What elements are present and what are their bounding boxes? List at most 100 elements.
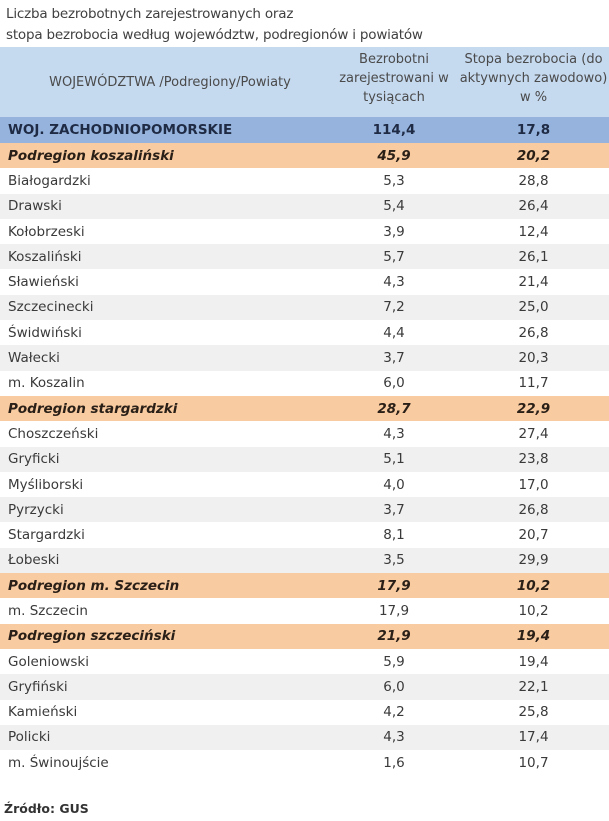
cell-rate: 10,2 bbox=[518, 602, 549, 619]
cell-name: Drawski bbox=[8, 198, 62, 215]
cell-unemployed: 5,7 bbox=[383, 248, 405, 265]
cell-name: m. Szczecin bbox=[8, 602, 88, 619]
cell-name: Gryfiński bbox=[8, 678, 68, 695]
cell-unemployed: 6,0 bbox=[383, 678, 405, 695]
cell-name: Choszczeński bbox=[8, 425, 99, 442]
cell-rate: 21,4 bbox=[518, 274, 549, 291]
cell-rate: 17,4 bbox=[518, 729, 549, 746]
cell-unemployed: 1,6 bbox=[383, 754, 405, 771]
cell-unemployed: 21,9 bbox=[377, 628, 411, 645]
table-row: m. Świnoujście 1,6 10,7 bbox=[0, 750, 609, 776]
table-row: Wałecki 3,7 20,3 bbox=[0, 345, 609, 371]
cell-name: Kamieński bbox=[8, 704, 78, 721]
cell-rate: 26,8 bbox=[518, 501, 549, 518]
cell-rate: 26,1 bbox=[518, 248, 549, 265]
cell-name: Podregion koszaliński bbox=[8, 147, 174, 164]
cell-rate: 25,8 bbox=[518, 704, 549, 721]
table-row: Świdwiński 4,4 26,8 bbox=[0, 320, 609, 346]
source-note: Źródło: GUS bbox=[4, 801, 89, 816]
table-row: Sławieński 4,3 21,4 bbox=[0, 269, 609, 295]
cell-rate: 20,3 bbox=[518, 350, 549, 367]
cell-unemployed: 17,9 bbox=[378, 602, 410, 619]
cell-rate: 20,2 bbox=[516, 147, 551, 164]
table-row: Gryfiński 6,0 22,1 bbox=[0, 674, 609, 700]
cell-rate: 26,8 bbox=[518, 324, 549, 341]
table-row: Białogardzki 5,3 28,8 bbox=[0, 168, 609, 194]
table-row: Myśliborski 4,0 17,0 bbox=[0, 471, 609, 498]
cell-unemployed: 8,1 bbox=[383, 527, 405, 544]
table-row: Koszaliński 5,7 26,1 bbox=[0, 244, 609, 270]
table-row: Kamieński 4,2 25,8 bbox=[0, 699, 609, 725]
cell-name: Podregion m. Szczecin bbox=[8, 577, 180, 594]
cell-unemployed: 4,4 bbox=[383, 324, 405, 341]
table-body: Podregion koszaliński 45,9 20,2 Białogardzk… bbox=[0, 143, 609, 776]
cell-unemployed: 4,0 bbox=[383, 476, 405, 493]
voivodeship-name: WOJ. ZACHODNIOPOMORSKIE bbox=[8, 122, 233, 138]
voivodeship-rate: 17,8 bbox=[516, 122, 551, 138]
cell-rate: 23,8 bbox=[518, 451, 549, 468]
cell-rate: 29,9 bbox=[518, 552, 549, 569]
cell-unemployed: 4,3 bbox=[383, 729, 405, 746]
cell-name: Pyrzycki bbox=[8, 501, 64, 518]
cell-unemployed: 4,2 bbox=[383, 704, 405, 721]
cell-unemployed: 3,9 bbox=[383, 223, 405, 240]
header-rate: Stopa bezrobocia (do aktywnych zawodowo)… bbox=[459, 52, 608, 105]
cell-unemployed: 5,1 bbox=[383, 451, 405, 468]
table-row: Policki 4,3 17,4 bbox=[0, 724, 609, 751]
cell-rate: 25,0 bbox=[518, 299, 549, 316]
table-row: m. Koszalin 6,0 11,7 bbox=[0, 370, 609, 396]
subregion-row: Podregion m. Szczecin 17,9 10,2 bbox=[0, 573, 609, 599]
subregion-row: Podregion szczeciński 21,9 19,4 bbox=[0, 623, 609, 649]
table-row: Łobeski 3,5 29,9 bbox=[0, 547, 609, 574]
subregion-row: Podregion stargardzki 28,7 22,9 bbox=[0, 395, 609, 422]
cell-unemployed: 5,4 bbox=[383, 198, 405, 215]
table-row: m. Szczecin 17,9 10,2 bbox=[0, 598, 609, 624]
table-row: Szczecinecki 7,2 25,0 bbox=[0, 294, 609, 321]
voivodeship-unemployed: 114,4 bbox=[372, 122, 416, 138]
cell-rate: 19,4 bbox=[516, 628, 551, 645]
cell-unemployed: 7,2 bbox=[383, 299, 405, 316]
cell-name: Podregion stargardzki bbox=[8, 400, 178, 417]
table-row: Stargardzki 8,1 20,7 bbox=[0, 522, 609, 548]
cell-name: Łobeski bbox=[8, 552, 60, 569]
cell-unemployed: 28,7 bbox=[377, 400, 411, 417]
cell-rate: 22,1 bbox=[518, 678, 549, 695]
cell-name: Świdwiński bbox=[8, 324, 82, 341]
cell-name: Wałecki bbox=[8, 350, 60, 367]
table-title-line-2: stopa bezrobocia według województw, podr… bbox=[6, 27, 423, 43]
cell-rate: 19,4 bbox=[518, 653, 549, 670]
cell-rate: 28,8 bbox=[518, 172, 549, 189]
table-row: Choszczeński 4,3 27,4 bbox=[0, 421, 609, 447]
cell-unemployed: 3,7 bbox=[383, 350, 405, 367]
cell-unemployed: 6,0 bbox=[383, 375, 405, 392]
cell-name: m. Świnoujście bbox=[8, 754, 109, 771]
header-region: WOJEWÓDZTWA /Podregiony/Powiaty bbox=[49, 74, 291, 90]
cell-rate: 10,2 bbox=[516, 577, 551, 594]
table-row: Pyrzycki 3,7 26,8 bbox=[0, 497, 609, 523]
cell-name: Podregion szczeciński bbox=[8, 628, 176, 645]
cell-rate: 11,7 bbox=[518, 375, 549, 392]
cell-unemployed: 5,3 bbox=[383, 172, 405, 189]
cell-unemployed: 5,9 bbox=[383, 653, 405, 670]
cell-name: Koszaliński bbox=[8, 248, 82, 265]
cell-unemployed: 4,3 bbox=[383, 425, 405, 442]
cell-rate: 12,4 bbox=[518, 223, 549, 240]
table-row: Kołobrzeski 3,9 12,4 bbox=[0, 218, 609, 245]
cell-name: Goleniowski bbox=[8, 653, 89, 670]
cell-name: Sławieński bbox=[8, 274, 79, 291]
table-title-line-1: Liczba bezrobotnych zarejestrowanych ora… bbox=[6, 6, 294, 22]
cell-rate: 22,9 bbox=[516, 400, 551, 417]
cell-name: Gryficki bbox=[8, 451, 60, 468]
cell-name: Kołobrzeski bbox=[8, 223, 85, 240]
cell-unemployed: 3,5 bbox=[383, 552, 405, 569]
cell-name: Białogardzki bbox=[8, 172, 91, 189]
voivodeship-row: WOJ. ZACHODNIOPOMORSKIE 114,4 17,8 bbox=[0, 117, 609, 143]
table-row: Goleniowski 5,9 19,4 bbox=[0, 648, 609, 675]
cell-rate: 17,0 bbox=[518, 476, 549, 493]
unemployment-table: WOJEWÓDZTWA /Podregiony/Powiaty Bezrobot… bbox=[0, 47, 609, 776]
subregion-row: Podregion koszaliński 45,9 20,2 bbox=[0, 143, 609, 169]
cell-name: m. Koszalin bbox=[8, 375, 85, 392]
cell-unemployed: 3,7 bbox=[383, 501, 405, 518]
header-unemployed: Bezrobotni zarejestrowani w tysiącach bbox=[339, 52, 449, 105]
cell-rate: 20,7 bbox=[518, 527, 549, 544]
